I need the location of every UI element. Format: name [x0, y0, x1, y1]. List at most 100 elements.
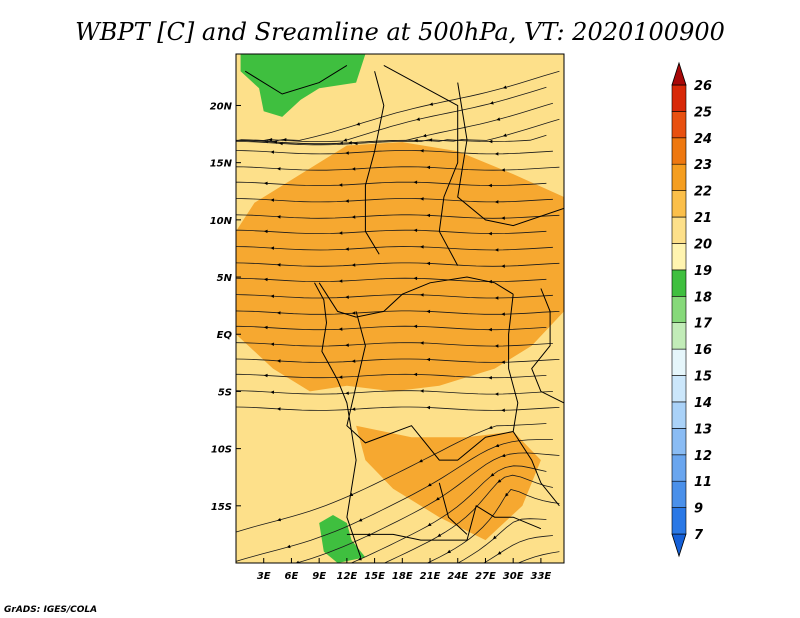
- streamline-arrow: [419, 245, 424, 249]
- streamline-arrow: [351, 167, 356, 171]
- streamline: [236, 294, 553, 299]
- streamline-arrow: [416, 117, 421, 121]
- colorbar-label: 20: [694, 238, 712, 253]
- colorbar-segment: [671, 190, 687, 218]
- x-tick-label: 9E: [312, 571, 326, 582]
- streamline-arrow: [497, 551, 502, 555]
- streamline-arrow: [345, 247, 349, 251]
- streamline-arrow: [351, 407, 356, 411]
- colorbar-label: 14: [694, 396, 712, 411]
- streamline-arrow: [348, 140, 352, 145]
- colorbar-segment: [671, 163, 687, 191]
- streamline: [426, 489, 560, 563]
- streamline: [236, 342, 553, 347]
- streamline-arrow: [351, 359, 356, 363]
- streamline-arrow: [419, 149, 424, 153]
- field-regions: [236, 54, 564, 563]
- streamline-arrow: [270, 294, 275, 298]
- colorbar-label: 9: [694, 502, 703, 517]
- country-border: [531, 288, 564, 404]
- colorbar-low-triangle: [671, 533, 687, 558]
- colorbar-label: 16: [694, 343, 712, 358]
- streamline: [350, 465, 547, 563]
- x-axis: 3E 6E 9E 12E 15E 18E 21E 24E 27E 30E 33E: [257, 558, 552, 582]
- streamline-arrow: [286, 544, 291, 549]
- streamline-arrow: [276, 263, 281, 267]
- colorbar-label: 12: [694, 449, 712, 464]
- field-region-cool-south: [319, 515, 366, 563]
- streamline-arrow: [488, 425, 493, 429]
- x-tick-label: 18E: [392, 571, 413, 582]
- streamline-arrow: [295, 560, 299, 563]
- country-border: [364, 71, 385, 255]
- colorbar-label: 22: [694, 185, 712, 200]
- streamline-arrow: [426, 261, 431, 266]
- streamline-arrow: [494, 392, 499, 396]
- streamlines: [236, 70, 560, 563]
- streamline-arrow: [419, 389, 424, 393]
- streamline-arrow: [276, 215, 281, 219]
- streamline-arrow: [263, 229, 268, 234]
- streamline-arrow: [494, 296, 499, 300]
- streamline-arrow: [356, 122, 361, 126]
- colorbar-segment: [671, 348, 687, 376]
- streamline: [236, 390, 553, 395]
- country-border: [383, 64, 459, 266]
- streamline: [483, 535, 553, 563]
- y-axis: 20N 15N 10N 5N EQ 5S 10S 15S: [210, 101, 241, 513]
- streamline-arrow: [338, 231, 343, 235]
- streamline-arrow: [276, 167, 281, 171]
- colorbar-segment: [671, 375, 687, 403]
- map-frame: [235, 53, 565, 564]
- colorbar-label: 19: [694, 264, 712, 279]
- streamline-arrow: [428, 138, 433, 142]
- streamline-arrow: [501, 168, 505, 172]
- colorbar-segment: [671, 84, 687, 112]
- streamline-arrow: [426, 165, 431, 170]
- colorbar-label: 18: [694, 290, 712, 305]
- streamline-arrow: [343, 138, 348, 142]
- streamline-arrow: [492, 535, 497, 540]
- streamline-arrow: [494, 152, 499, 156]
- x-tick-label: 33E: [531, 571, 552, 582]
- streamline-arrow: [263, 181, 268, 186]
- colorbar: 7 9 11 12 13 14 15 16 17 18 19 20 21 22 23 24 25 26: [671, 61, 713, 558]
- streamline-arrow: [345, 391, 349, 395]
- x-tick-label: 15E: [364, 571, 385, 582]
- streamline-arrow: [488, 375, 492, 380]
- streamline-arrow: [429, 102, 434, 106]
- streamline-arrow: [490, 472, 495, 477]
- streamline-arrow: [426, 405, 431, 410]
- y-tick-label: 15S: [211, 502, 232, 513]
- colorbar-segment: [671, 295, 687, 323]
- y-tick-label: EQ: [217, 330, 233, 341]
- streamline-arrow: [494, 248, 499, 252]
- streamline-arrow: [426, 213, 431, 218]
- streamline-arrow: [505, 492, 509, 497]
- x-tick-label: 12E: [336, 571, 357, 582]
- x-tick-label: 6E: [285, 571, 299, 582]
- streamline-arrow: [501, 360, 505, 364]
- streamline-arrow: [494, 200, 499, 204]
- streamline-arrow: [426, 357, 431, 362]
- x-tick-label: 24E: [447, 571, 468, 582]
- field-region-warm-band: [236, 142, 564, 392]
- streamline-arrow: [501, 264, 505, 268]
- streamline-arrow: [263, 325, 268, 330]
- streamline-arrow: [502, 133, 507, 137]
- colorbar-label: 15: [694, 370, 712, 385]
- streamline-arrow: [276, 311, 281, 315]
- streamline: [383, 474, 553, 563]
- colorbar-label: 25: [694, 105, 712, 120]
- colorbar-label: 13: [694, 422, 712, 437]
- streamline: [236, 325, 547, 331]
- streamline-arrow: [351, 311, 356, 315]
- colorbar-label: 7: [694, 528, 704, 543]
- streamline-arrow: [270, 342, 275, 346]
- streamline-arrow: [358, 518, 363, 522]
- colorbar-label: 21: [694, 211, 712, 226]
- streamline: [236, 150, 553, 155]
- streamline-arrow: [351, 263, 356, 267]
- colorbar-segment: [671, 243, 687, 271]
- colorbar-segment: [671, 401, 687, 429]
